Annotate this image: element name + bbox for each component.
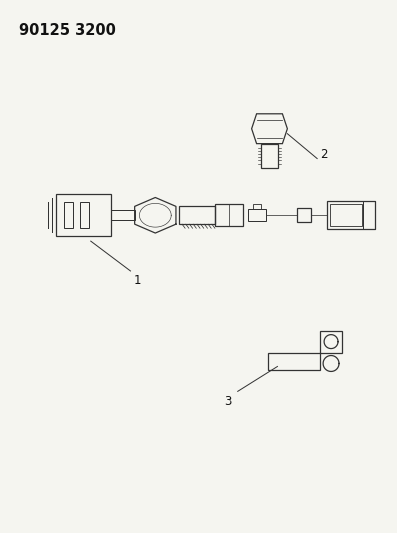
Bar xyxy=(64,203,73,228)
Bar xyxy=(179,206,215,224)
Text: 2: 2 xyxy=(320,148,328,161)
Bar xyxy=(297,208,311,222)
Bar xyxy=(330,204,362,226)
Bar xyxy=(215,204,243,226)
Bar xyxy=(252,204,260,209)
Bar xyxy=(248,209,266,221)
Bar xyxy=(80,203,89,228)
Text: 90125 3200: 90125 3200 xyxy=(19,23,116,38)
Bar xyxy=(56,195,111,236)
Bar xyxy=(363,201,375,229)
Text: 3: 3 xyxy=(224,395,231,408)
Bar xyxy=(260,144,278,167)
Text: 1: 1 xyxy=(133,274,141,287)
Bar xyxy=(327,201,375,229)
Bar xyxy=(111,211,135,220)
